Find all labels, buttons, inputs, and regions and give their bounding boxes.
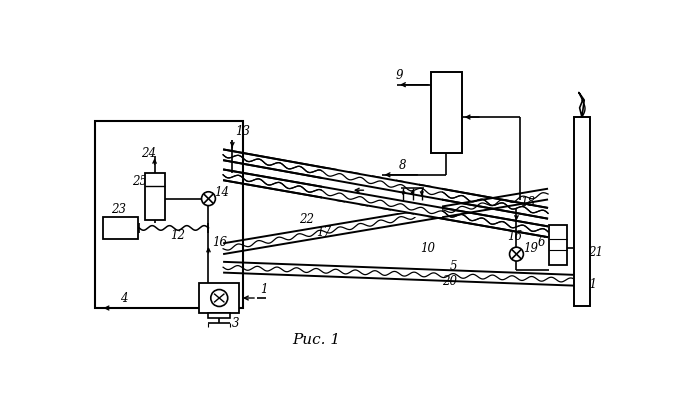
Text: 20: 20 bbox=[442, 275, 456, 288]
Bar bbox=[95, 121, 243, 308]
Bar bbox=[145, 172, 164, 220]
Bar bbox=[103, 217, 138, 239]
Bar bbox=[574, 117, 590, 306]
Text: 23: 23 bbox=[110, 203, 126, 216]
Bar bbox=[199, 283, 239, 313]
Text: 1: 1 bbox=[260, 283, 268, 296]
Bar bbox=[431, 72, 462, 153]
Text: 16: 16 bbox=[212, 236, 227, 250]
Text: 13: 13 bbox=[236, 125, 250, 138]
Polygon shape bbox=[368, 177, 396, 209]
Text: 5: 5 bbox=[449, 259, 457, 273]
Circle shape bbox=[211, 289, 228, 306]
Text: Рис. 1: Рис. 1 bbox=[292, 333, 340, 347]
Text: 10: 10 bbox=[420, 242, 435, 255]
Polygon shape bbox=[414, 185, 442, 217]
Text: 11: 11 bbox=[582, 278, 597, 291]
Text: 2: 2 bbox=[229, 287, 237, 299]
Text: 19: 19 bbox=[524, 242, 538, 255]
Polygon shape bbox=[322, 169, 350, 201]
Text: 16: 16 bbox=[507, 230, 522, 243]
Text: 9: 9 bbox=[396, 68, 403, 82]
Text: 7: 7 bbox=[440, 109, 448, 122]
Text: 12: 12 bbox=[170, 229, 185, 242]
Text: 17: 17 bbox=[316, 226, 331, 240]
Text: 3: 3 bbox=[231, 316, 239, 330]
Text: 14: 14 bbox=[214, 185, 229, 199]
Circle shape bbox=[201, 192, 215, 206]
Text: 6: 6 bbox=[538, 236, 545, 250]
Text: 22: 22 bbox=[298, 213, 314, 226]
Bar bbox=[208, 313, 230, 318]
Text: 15: 15 bbox=[340, 175, 355, 188]
Text: 18: 18 bbox=[520, 195, 535, 209]
Bar bbox=[549, 225, 568, 265]
Polygon shape bbox=[345, 173, 373, 205]
Text: 21: 21 bbox=[588, 246, 603, 259]
Text: 25: 25 bbox=[132, 175, 147, 188]
Text: 8: 8 bbox=[398, 160, 406, 172]
Text: 24: 24 bbox=[141, 147, 157, 160]
Polygon shape bbox=[391, 181, 419, 213]
Text: 4: 4 bbox=[120, 292, 127, 305]
Circle shape bbox=[510, 247, 524, 261]
